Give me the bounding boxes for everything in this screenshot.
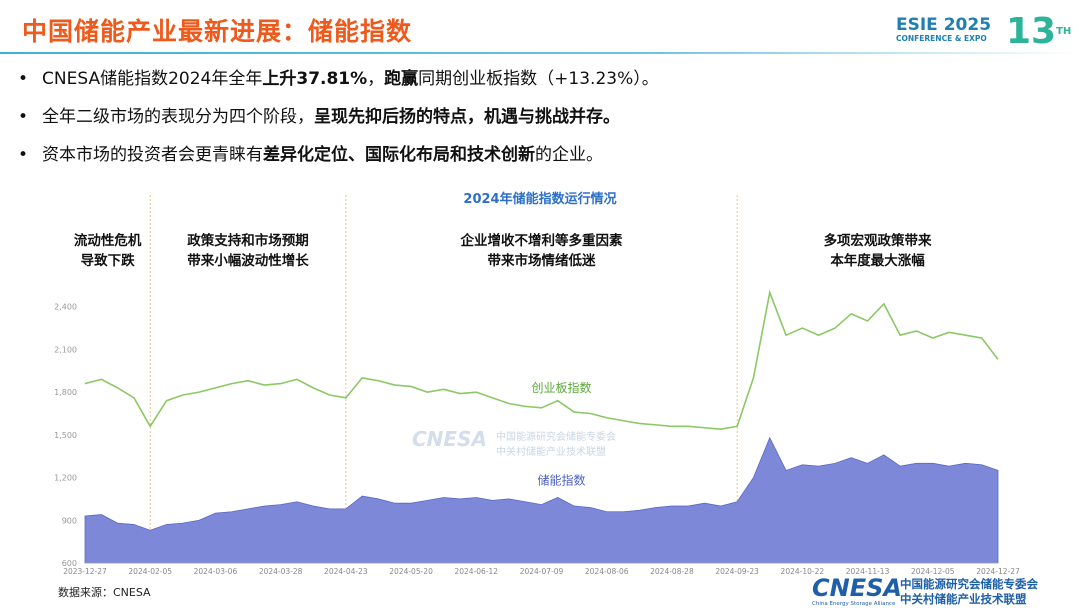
x-tick-label: 2024-05-20: [389, 567, 433, 576]
event-sub: CONFERENCE & EXPO: [896, 34, 987, 43]
source-note: 数据来源：CNESA: [58, 586, 151, 599]
x-tick-label: 2024-03-28: [259, 567, 303, 576]
x-tick-label: 2024-12-27: [976, 567, 1020, 576]
footer-brand: CNESA: [812, 574, 902, 602]
y-tick-label: 2,400: [54, 303, 77, 312]
x-tick-label: 2024-10-22: [781, 567, 825, 576]
x-tick-label: 2024-08-28: [650, 567, 694, 576]
bullet: CNESA储能指数2024年全年上升37.81%，跑赢同期创业板指数（+13.2…: [18, 64, 659, 102]
x-tick-label: 2024-09-23: [715, 567, 759, 576]
area: [84, 436, 999, 564]
bullet-emphasis: 跑赢: [384, 69, 419, 89]
y-tick-label: 1,800: [54, 388, 77, 397]
watermark: 中国能源研究会储能专委会: [496, 430, 616, 443]
bullet: 资本市场的投资者会更青睐有差异化定位、国际化布局和技术创新的企业。: [18, 140, 659, 178]
y-tick-label: 900: [62, 516, 77, 525]
series-label: 创业板指数: [531, 380, 591, 395]
bullet-emphasis: 上升37.81%: [262, 69, 368, 89]
slide-title: 中国储能产业最新进展：储能指数: [22, 17, 413, 46]
bullet-text: 的企业。: [535, 145, 604, 165]
footer-org: 中关村储能产业技术联盟: [900, 592, 1027, 606]
footer-org: 中国能源研究会储能专委会: [900, 577, 1038, 591]
bullet-emphasis: 呈现先抑后扬的特点，机遇与挑战并存。: [314, 107, 621, 127]
bullet-text: CNESA储能指数2024年全年: [42, 69, 263, 89]
edition-suffix: TH: [1056, 26, 1072, 37]
series-label: 储能指数: [537, 473, 585, 488]
chart-title: 2024年储能指数运行情况: [463, 191, 616, 207]
bullet-emphasis: 差异化定位、国际化布局和技术创新: [263, 145, 536, 165]
y-tick-label: 600: [62, 559, 77, 568]
bullet-text: 资本市场的投资者会更青睐有: [42, 145, 264, 165]
bullet-text: 同期创业板指数（+13.23%）。: [418, 69, 659, 89]
phase-annotation: 导致下跌: [81, 252, 135, 269]
edition-number: 13: [1006, 11, 1057, 52]
event-name: ESIE 2025: [896, 15, 992, 35]
bullet-text: 全年二级市场的表现分为四个阶段，: [42, 107, 315, 127]
x-tick-label: 2024-04-23: [324, 567, 368, 576]
phase-annotation: 带来市场情绪低迷: [488, 252, 596, 269]
y-tick-label: 2,100: [54, 345, 77, 354]
watermark: CNESA: [412, 427, 487, 451]
phase-annotation: 企业增收不增利等多重因素: [460, 232, 623, 249]
phase-annotation: 本年度最大涨幅: [830, 252, 925, 269]
x-tick-label: 2023-12-27: [63, 567, 107, 576]
title-rule: [0, 52, 1080, 54]
y-tick-label: 1,500: [54, 431, 77, 440]
x-tick-label: 2024-08-06: [585, 567, 629, 576]
event-logo: ESIE 2025 CONFERENCE & EXPO 13TH: [896, 12, 1071, 52]
phase-annotation: 流动性危机: [74, 232, 142, 249]
phase-annotation: 多项宏观政策带来: [824, 232, 932, 249]
y-tick-label: 1,200: [54, 474, 77, 483]
edition: 13TH: [1006, 12, 1071, 52]
bullet-text: ，: [367, 69, 385, 89]
footer-english: China Energy Storage Alliance: [812, 601, 896, 607]
phase-annotation: 政策支持和市场预期: [187, 232, 309, 249]
x-tick-label: 2024-12-05: [911, 567, 955, 576]
x-tick-label: 2024-07-09: [520, 567, 564, 576]
watermark: 中关村储能产业技术联盟: [496, 445, 606, 458]
phase-annotation: 带来小幅波动性增长: [187, 252, 309, 269]
x-tick-label: 2024-02-05: [128, 567, 172, 576]
bullet: 全年二级市场的表现分为四个阶段，呈现先抑后扬的特点，机遇与挑战并存。: [18, 102, 659, 140]
line: [84, 289, 999, 430]
x-tick-label: 2024-06-12: [454, 567, 498, 576]
x-tick-label: 2024-11-13: [846, 567, 890, 576]
x-tick-label: 2024-03-06: [194, 567, 238, 576]
bullet-list: CNESA储能指数2024年全年上升37.81%，跑赢同期创业板指数（+13.2…: [18, 64, 659, 178]
